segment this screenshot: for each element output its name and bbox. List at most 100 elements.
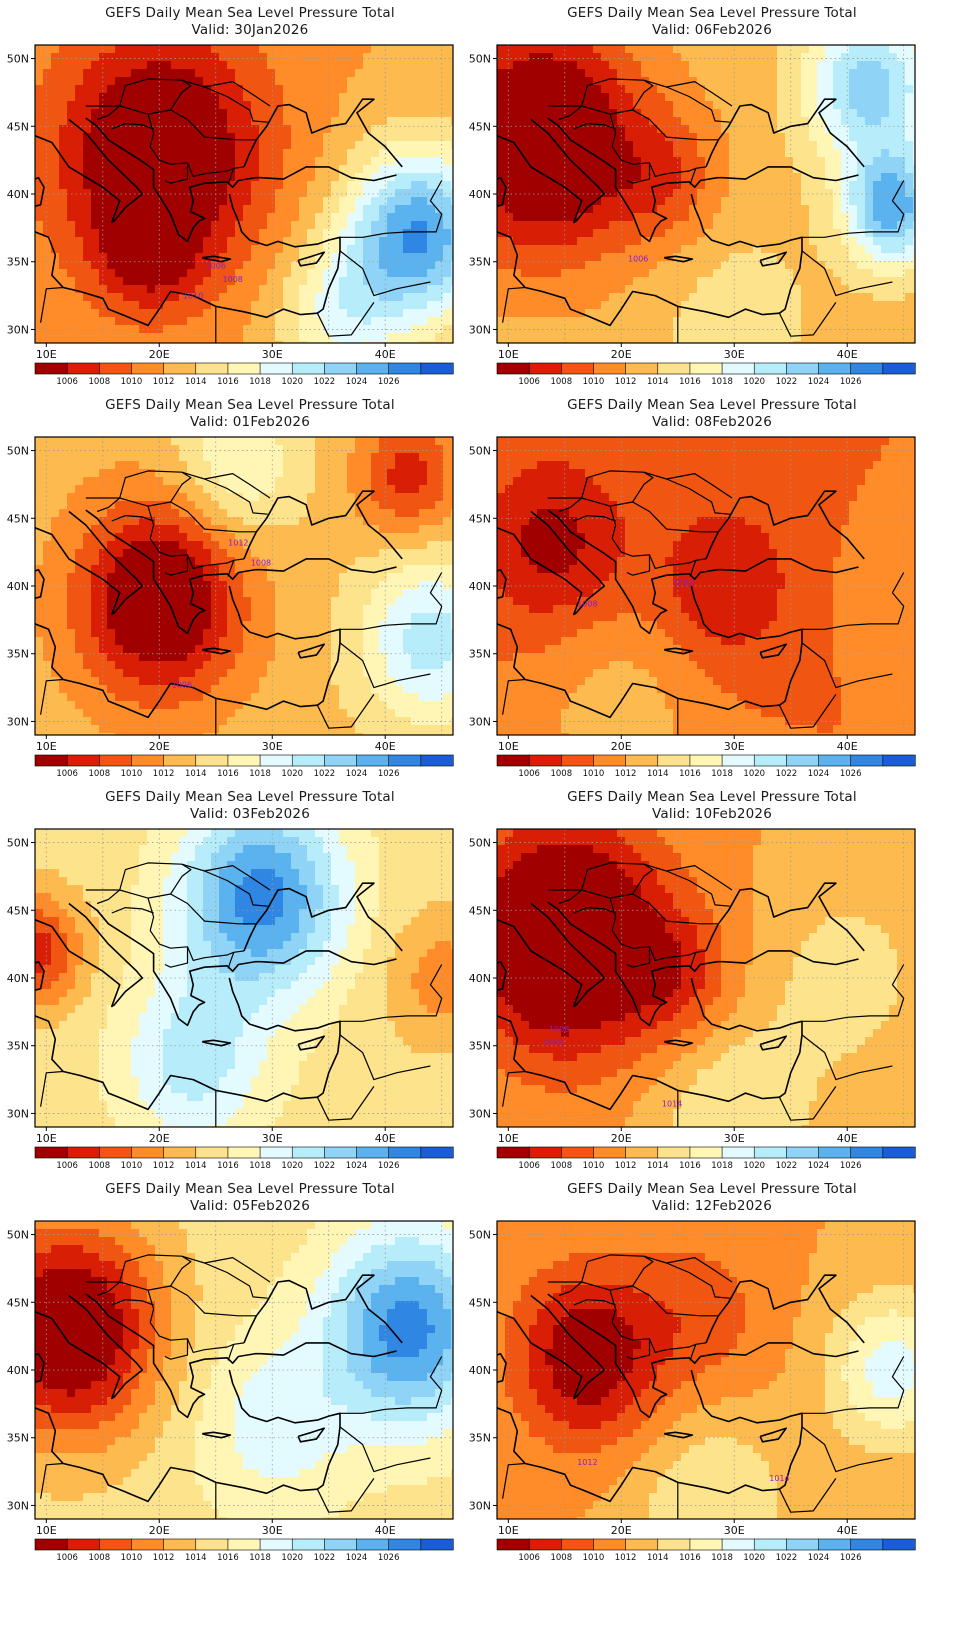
pressure-cell xyxy=(275,309,284,318)
pressure-cell xyxy=(561,77,570,86)
pressure-cell xyxy=(689,325,698,334)
pressure-cell xyxy=(403,285,412,294)
pressure-cell xyxy=(593,317,602,326)
pressure-cell xyxy=(753,317,762,326)
pressure-cell xyxy=(825,293,834,302)
pressure-cell xyxy=(881,237,890,246)
pressure-cell xyxy=(745,221,754,230)
pressure-cell xyxy=(825,45,834,54)
pressure-cell xyxy=(339,101,348,110)
pressure-cell xyxy=(545,309,554,318)
pressure-cell xyxy=(435,165,444,174)
pressure-cell xyxy=(283,461,292,470)
pressure-cell xyxy=(809,293,818,302)
pressure-cell xyxy=(315,477,324,486)
pressure-cell xyxy=(283,253,292,262)
pressure-cell xyxy=(801,325,810,334)
pressure-cell xyxy=(641,165,650,174)
pressure-cell xyxy=(51,341,60,343)
pressure-cell xyxy=(123,157,132,166)
pressure-cell xyxy=(657,205,666,214)
pressure-cell xyxy=(801,309,810,318)
pressure-cell xyxy=(913,229,915,238)
pressure-cell xyxy=(497,181,506,190)
pressure-cell xyxy=(251,101,260,110)
pressure-cell xyxy=(649,197,658,206)
pressure-cell xyxy=(219,109,228,118)
pressure-cell xyxy=(521,221,530,230)
pressure-cell xyxy=(745,253,754,262)
pressure-cell xyxy=(873,117,882,126)
pressure-cell xyxy=(529,229,538,238)
pressure-cell xyxy=(379,69,388,78)
pressure-cell xyxy=(267,181,276,190)
pressure-cell xyxy=(219,173,228,182)
pressure-cell xyxy=(609,157,618,166)
pressure-cell xyxy=(235,333,244,342)
pressure-cell xyxy=(83,485,92,494)
pressure-cell xyxy=(833,69,842,78)
pressure-cell xyxy=(553,61,562,70)
pressure-cell xyxy=(403,181,412,190)
pressure-cell xyxy=(307,437,316,446)
pressure-cell xyxy=(641,173,650,182)
pressure-cell xyxy=(673,189,682,198)
pressure-cell xyxy=(841,117,850,126)
pressure-cell xyxy=(601,141,610,150)
pressure-cell xyxy=(881,229,890,238)
pressure-cell xyxy=(633,85,642,94)
pressure-cell xyxy=(203,445,212,454)
pressure-cell xyxy=(873,197,882,206)
pressure-cell xyxy=(601,309,610,318)
pressure-cell xyxy=(513,309,522,318)
pressure-cell xyxy=(379,253,388,262)
pressure-cell xyxy=(339,181,348,190)
pressure-cell xyxy=(769,341,778,343)
pressure-cell xyxy=(833,85,842,94)
pressure-cell xyxy=(203,333,212,342)
pressure-cell xyxy=(331,469,340,478)
pressure-cell xyxy=(873,101,882,110)
pressure-cell xyxy=(505,85,514,94)
pressure-cell xyxy=(187,101,196,110)
pressure-cell xyxy=(577,181,586,190)
pressure-cell xyxy=(171,149,180,158)
pressure-cell xyxy=(59,317,68,326)
pressure-cell xyxy=(395,341,404,343)
pressure-cell xyxy=(323,197,332,206)
pressure-cell xyxy=(195,85,204,94)
pressure-cell xyxy=(617,85,626,94)
pressure-cell xyxy=(817,333,826,342)
pressure-cell xyxy=(75,541,84,550)
pressure-cell xyxy=(729,229,738,238)
pressure-cell xyxy=(251,549,260,558)
pressure-cell xyxy=(419,85,428,94)
pressure-cell xyxy=(657,213,666,222)
pressure-cell xyxy=(713,165,722,174)
pressure-cell xyxy=(115,477,124,486)
pressure-cell xyxy=(283,141,292,150)
pressure-cell xyxy=(593,117,602,126)
pressure-cell xyxy=(721,245,730,254)
pressure-cell xyxy=(513,101,522,110)
pressure-cell xyxy=(593,197,602,206)
pressure-cell xyxy=(339,333,348,342)
pressure-cell xyxy=(889,285,898,294)
pressure-cell xyxy=(737,157,746,166)
pressure-cell xyxy=(275,213,284,222)
pressure-cell xyxy=(251,461,260,470)
pressure-cell xyxy=(705,61,714,70)
pressure-cell xyxy=(235,309,244,318)
pressure-cell xyxy=(857,77,866,86)
pressure-cell xyxy=(35,109,44,118)
forecast-panel: GEFS Daily Mean Sea Level Pressure Total… xyxy=(0,0,482,410)
pressure-cell xyxy=(347,157,356,166)
pressure-cell xyxy=(801,157,810,166)
pressure-cell xyxy=(769,181,778,190)
pressure-cell xyxy=(355,205,364,214)
pressure-cell xyxy=(259,269,268,278)
pressure-cell xyxy=(665,213,674,222)
pressure-cell xyxy=(267,517,276,526)
pressure-cell xyxy=(665,261,674,270)
pressure-cell xyxy=(905,341,914,343)
